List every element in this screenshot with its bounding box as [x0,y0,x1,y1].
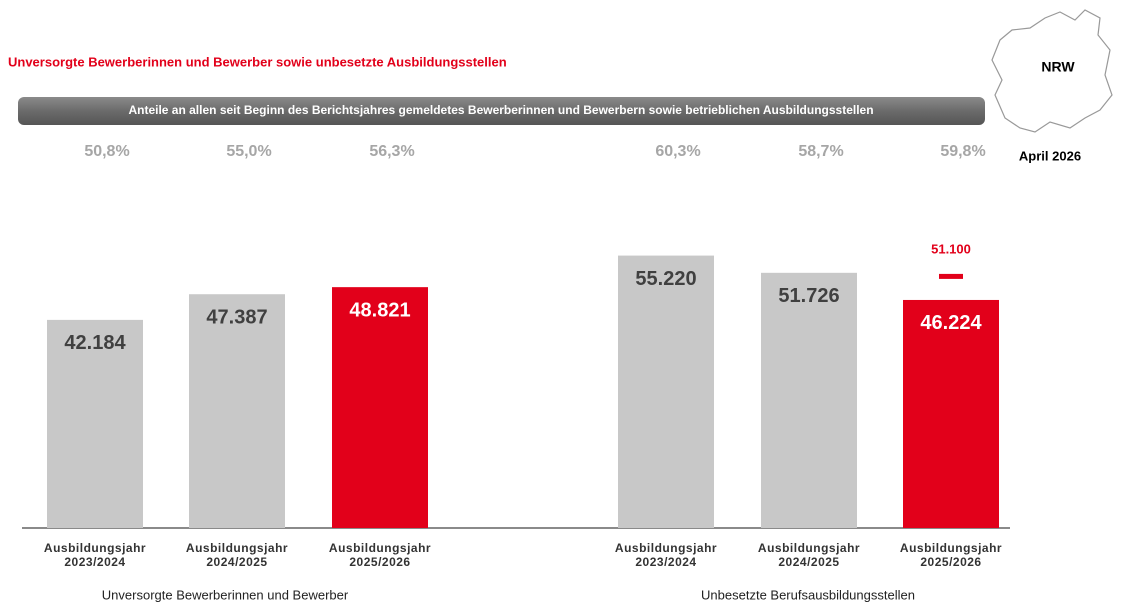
region-label: NRW [1041,59,1075,75]
share-label: 55,0% [226,143,271,160]
x-tick-label: 2023/2024 [64,555,125,569]
share-label: 50,8% [84,143,129,160]
bar [761,272,857,528]
value-label: 42.184 [64,332,126,354]
x-tick-label: Ausbildungsjahr [900,541,1002,555]
target-label: 51.100 [931,241,971,256]
bar [618,255,714,528]
region-map [991,9,1113,133]
value-label: 47.387 [206,307,267,329]
banner [18,97,985,125]
x-tick-label: Ausbildungsjahr [186,541,288,555]
subtitle: Anteile an allen seit Beginn des Bericht… [128,103,873,117]
bar [332,287,428,528]
value-label: 51.726 [778,285,839,307]
value-label: 46.224 [920,312,982,334]
share-label: 60,3% [655,143,700,160]
x-tick-label: Ausbildungsjahr [329,541,431,555]
x-tick-label: Ausbildungsjahr [615,541,717,555]
target-marker [939,273,963,279]
share-label: 58,7% [798,143,843,160]
x-tick-label: 2024/2025 [778,555,839,569]
x-axis-label: Unversorgte Bewerberinnen und Bewerber [102,587,349,602]
value-label: 48.821 [349,299,410,321]
share-label: 59,8% [940,143,985,160]
value-label: 55.220 [635,268,696,290]
bar [189,294,285,528]
x-tick-label: 2023/2024 [635,555,696,569]
x-tick-label: 2025/2026 [920,555,981,569]
x-tick-label: Ausbildungsjahr [44,541,146,555]
title: Unversorgte Bewerberinnen und Bewerber s… [8,54,507,69]
x-axis-label: Unbesetzte Berufsausbildungsstellen [701,587,915,602]
x-tick-label: 2025/2026 [349,555,410,569]
x-tick-label: 2024/2025 [206,555,267,569]
date: April 2026 [1019,148,1081,163]
x-tick-label: Ausbildungsjahr [758,541,860,555]
share-label: 56,3% [369,143,414,160]
bar [903,299,999,528]
bar [47,319,143,528]
